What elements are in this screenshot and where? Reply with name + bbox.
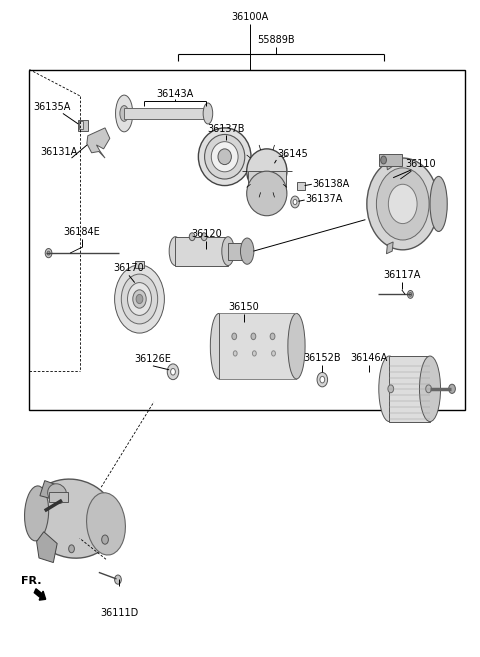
Ellipse shape	[116, 95, 133, 132]
Circle shape	[251, 333, 256, 340]
Polygon shape	[36, 532, 57, 562]
Circle shape	[233, 351, 237, 356]
Ellipse shape	[211, 142, 238, 172]
Ellipse shape	[288, 313, 305, 379]
Text: 36135A: 36135A	[34, 102, 71, 112]
Text: 36150: 36150	[228, 302, 259, 312]
Circle shape	[121, 274, 157, 324]
Ellipse shape	[210, 313, 228, 379]
Bar	[219, 313, 297, 379]
Polygon shape	[386, 242, 393, 254]
Circle shape	[270, 333, 275, 340]
Polygon shape	[40, 481, 56, 499]
Text: 36143A: 36143A	[157, 89, 194, 99]
Circle shape	[128, 283, 152, 315]
Text: 36120: 36120	[191, 229, 222, 238]
Bar	[379, 154, 402, 166]
Bar	[228, 242, 247, 260]
Bar	[135, 261, 144, 267]
Circle shape	[381, 156, 386, 164]
Text: 36137B: 36137B	[207, 124, 244, 134]
Ellipse shape	[247, 171, 287, 215]
Ellipse shape	[430, 176, 447, 231]
Polygon shape	[87, 128, 110, 158]
Circle shape	[293, 199, 297, 204]
Ellipse shape	[169, 237, 181, 265]
FancyArrow shape	[34, 589, 46, 600]
Circle shape	[167, 364, 179, 380]
Circle shape	[408, 290, 413, 298]
Circle shape	[320, 376, 324, 383]
Ellipse shape	[218, 149, 231, 165]
Ellipse shape	[86, 493, 125, 555]
Ellipse shape	[120, 106, 129, 122]
Bar	[298, 181, 305, 189]
Text: 36145: 36145	[277, 148, 308, 159]
Bar	[248, 171, 286, 193]
Circle shape	[252, 351, 256, 356]
Circle shape	[115, 265, 164, 333]
Circle shape	[189, 233, 195, 240]
Circle shape	[136, 294, 143, 304]
Circle shape	[102, 535, 108, 544]
Bar	[78, 120, 88, 131]
Text: 36170: 36170	[114, 263, 144, 273]
Ellipse shape	[388, 184, 417, 223]
Text: 36100A: 36100A	[231, 12, 268, 22]
Text: 36137A: 36137A	[306, 194, 343, 204]
Text: 36152B: 36152B	[303, 353, 341, 363]
Bar	[79, 122, 83, 129]
Ellipse shape	[240, 238, 254, 264]
Circle shape	[409, 292, 412, 296]
Ellipse shape	[420, 356, 441, 422]
Ellipse shape	[376, 168, 429, 240]
Text: FR.: FR.	[21, 576, 41, 586]
Circle shape	[133, 290, 146, 308]
Circle shape	[317, 373, 327, 387]
Circle shape	[170, 369, 175, 375]
Ellipse shape	[222, 237, 234, 265]
Circle shape	[115, 575, 121, 584]
Ellipse shape	[28, 479, 117, 558]
Polygon shape	[386, 157, 393, 170]
Circle shape	[291, 196, 300, 208]
Circle shape	[232, 333, 237, 340]
Text: 36146A: 36146A	[350, 353, 388, 363]
Text: 36111D: 36111D	[100, 608, 139, 618]
Text: 55889B: 55889B	[257, 35, 295, 45]
Ellipse shape	[367, 158, 439, 250]
Circle shape	[69, 545, 74, 553]
Ellipse shape	[198, 128, 251, 185]
Bar	[124, 108, 208, 119]
Ellipse shape	[204, 135, 245, 179]
Ellipse shape	[24, 486, 48, 541]
Bar	[29, 70, 465, 411]
Circle shape	[426, 385, 432, 393]
Ellipse shape	[203, 103, 213, 124]
Circle shape	[47, 251, 50, 255]
Text: 36184E: 36184E	[64, 227, 100, 237]
Ellipse shape	[379, 356, 400, 422]
Bar	[389, 356, 430, 422]
Circle shape	[272, 351, 276, 356]
Text: 36138A: 36138A	[313, 179, 350, 189]
Circle shape	[45, 248, 52, 258]
Ellipse shape	[48, 484, 67, 504]
Text: 36131A: 36131A	[40, 147, 78, 157]
Ellipse shape	[247, 149, 287, 193]
Text: 36126E: 36126E	[134, 354, 171, 364]
Bar	[48, 491, 68, 501]
Circle shape	[201, 233, 207, 240]
Bar	[175, 237, 228, 265]
Text: 36117A: 36117A	[383, 270, 420, 280]
Text: 36110: 36110	[406, 158, 436, 169]
Circle shape	[449, 384, 456, 394]
Circle shape	[388, 385, 394, 393]
